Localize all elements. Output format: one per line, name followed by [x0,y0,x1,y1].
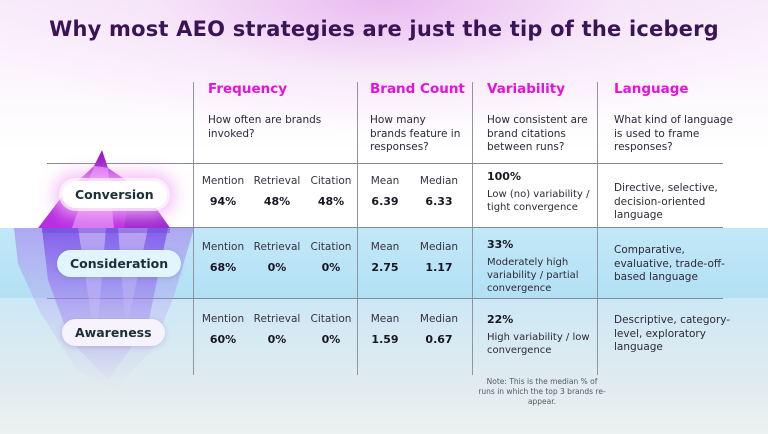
column-divider [357,82,358,375]
citation-label: Citation [310,175,352,187]
variability-value: 100% [487,170,521,183]
mention-stat: Mention 68% [197,241,249,274]
footnote: Note: This is the median % of runs in wh… [478,377,606,407]
column-header-variability: Variability [487,81,566,97]
median-stat: Median 0.67 [414,313,464,346]
median-stat: Median 1.17 [414,241,464,274]
column-question-frequency: How often are brands invoked? [208,114,322,140]
citation-value: 48% [317,195,345,208]
citation-label: Citation [310,313,352,325]
mean-stat: Mean 2.75 [360,241,410,274]
median-label: Median [419,313,459,325]
frequency-cell-consideration: Mention 68% Retrieval 0% Citation 0% [197,241,357,274]
citation-label: Citation [310,241,352,253]
column-divider [597,82,598,375]
variability-cell-conversion: 100% Low (no) variability / tight conver… [487,170,593,214]
variability-cell-awareness: 22% High variability / low convergence [487,313,593,357]
mention-stat: Mention 60% [197,313,249,346]
retrieval-stat: Retrieval 0% [251,313,303,346]
mention-stat: Mention 94% [197,175,249,208]
citation-value: 0% [321,261,341,274]
frequency-cell-awareness: Mention 60% Retrieval 0% Citation 0% [197,313,357,346]
mean-value: 2.75 [371,261,399,274]
median-value: 1.17 [425,261,453,274]
brand-count-cell-conversion: Mean 6.39 Median 6.33 [360,175,466,208]
retrieval-value: 48% [263,195,291,208]
citation-stat: Citation 48% [305,175,357,208]
column-header-brand-count: Brand Count [370,81,465,97]
median-stat: Median 6.33 [414,175,464,208]
stage-pill-awareness: Awareness [62,319,165,346]
mean-label: Mean [370,175,400,187]
row-divider [47,227,723,228]
stage-pill-consideration: Consideration [57,250,182,277]
mention-value: 68% [209,261,237,274]
column-question-language: What kind of language is used to frame r… [614,114,733,154]
median-value: 6.33 [425,195,453,208]
median-label: Median [419,175,459,187]
citation-stat: Citation 0% [305,313,357,346]
retrieval-value: 0% [267,333,287,346]
retrieval-label: Retrieval [253,241,301,253]
retrieval-label: Retrieval [253,313,301,325]
frequency-cell-conversion: Mention 94% Retrieval 48% Citation 48% [197,175,357,208]
mean-label: Mean [370,241,400,253]
column-header-language: Language [614,81,689,97]
variability-description: Moderately high variability / partial co… [487,257,579,294]
mean-label: Mean [370,313,400,325]
median-label: Median [419,241,459,253]
citation-stat: Citation 0% [305,241,357,274]
brand-count-cell-awareness: Mean 1.59 Median 0.67 [360,313,466,346]
column-header-frequency: Frequency [208,81,288,97]
page-title: Why most AEO strategies are just the tip… [49,17,719,41]
variability-cell-consideration: 33% Moderately high variability / partia… [487,238,593,295]
language-cell-awareness: Descriptive, category-level, exploratory… [614,314,731,354]
variability-value: 22% [487,313,514,326]
mean-stat: Mean 1.59 [360,313,410,346]
language-cell-conversion: Directive, selective, decision-oriented … [614,182,718,222]
retrieval-stat: Retrieval 0% [251,241,303,274]
mean-value: 1.59 [371,333,399,346]
citation-value: 0% [321,333,341,346]
mention-label: Mention [201,241,245,253]
column-question-variability: How consistent are brand citations betwe… [487,114,588,154]
mean-value: 6.39 [371,195,399,208]
variability-description: High variability / low convergence [487,332,590,356]
mean-stat: Mean 6.39 [360,175,410,208]
brand-count-cell-consideration: Mean 2.75 Median 1.17 [360,241,466,274]
mention-value: 60% [209,333,237,346]
row-divider [47,163,723,164]
row-divider [47,298,723,299]
median-value: 0.67 [425,333,453,346]
variability-value: 33% [487,238,514,251]
mention-label: Mention [201,313,245,325]
variability-description: Low (no) variability / tight convergence [487,189,590,213]
language-cell-consideration: Comparative, evaluative, trade-off-based… [614,244,725,284]
retrieval-label: Retrieval [253,175,301,187]
mention-value: 94% [209,195,237,208]
mention-label: Mention [201,175,245,187]
column-question-brand-count: How many brands feature in responses? [370,114,461,154]
retrieval-value: 0% [267,261,287,274]
column-divider [472,82,473,375]
retrieval-stat: Retrieval 48% [251,175,303,208]
stage-pill-conversion: Conversion [62,181,167,208]
